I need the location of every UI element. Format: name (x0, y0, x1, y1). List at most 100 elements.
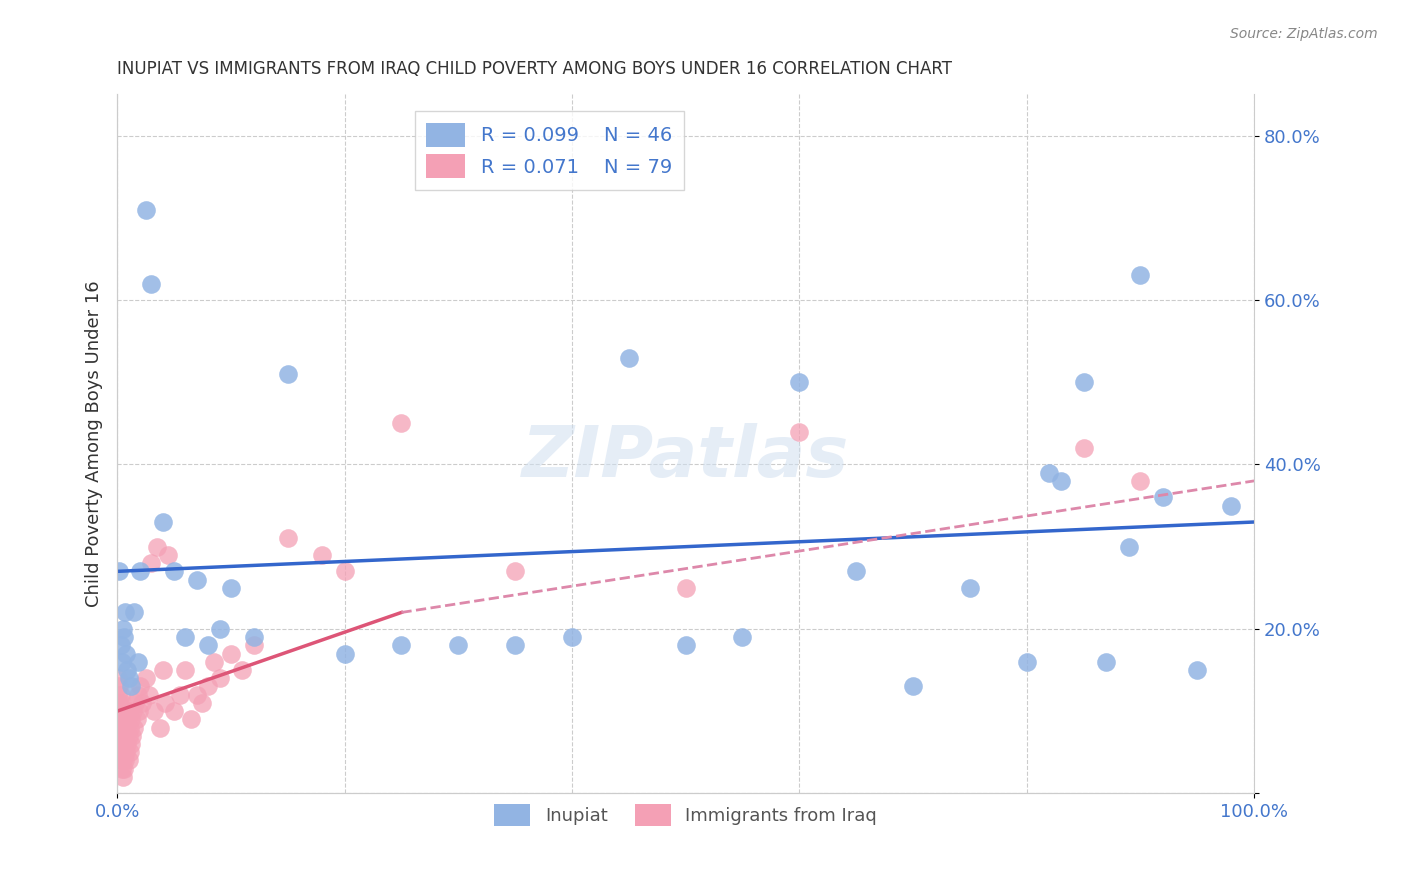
Point (157, 548, 180, 562)
Point (107, 671, 129, 685)
Point (202, 655, 225, 669)
Point (112, 762, 135, 776)
Point (108, 565, 131, 579)
Point (219, 647, 242, 661)
Point (124, 696, 146, 710)
Point (1129, 474, 1152, 488)
Point (129, 680, 152, 694)
Point (153, 696, 176, 710)
Point (110, 721, 132, 735)
Point (135, 671, 157, 685)
Point (1073, 441, 1095, 455)
Point (111, 737, 134, 751)
Point (242, 630, 264, 644)
Point (447, 638, 470, 652)
Point (152, 663, 174, 677)
Point (277, 532, 299, 546)
Point (391, 417, 413, 431)
Point (503, 565, 526, 579)
Point (115, 721, 138, 735)
Point (1152, 491, 1174, 505)
Point (108, 712, 131, 726)
Point (122, 704, 145, 718)
Point (129, 565, 152, 579)
Point (197, 638, 219, 652)
Point (127, 688, 149, 702)
Point (120, 712, 142, 726)
Point (111, 712, 134, 726)
Point (122, 606, 145, 620)
Point (1187, 663, 1209, 677)
Point (115, 647, 138, 661)
Point (789, 425, 811, 439)
Point (845, 565, 868, 579)
Point (149, 721, 172, 735)
Point (141, 556, 163, 570)
Point (208, 671, 231, 685)
Point (1050, 474, 1073, 488)
Point (1095, 655, 1118, 669)
Point (117, 754, 139, 768)
Point (1220, 499, 1243, 513)
Point (111, 770, 134, 784)
Point (108, 680, 131, 694)
Point (111, 696, 134, 710)
Point (333, 647, 356, 661)
Point (231, 663, 253, 677)
Point (1073, 376, 1095, 390)
Y-axis label: Child Poverty Among Boys Under 16: Child Poverty Among Boys Under 16 (86, 281, 103, 607)
Point (115, 745, 138, 759)
Point (789, 376, 811, 390)
Point (112, 745, 135, 759)
Point (128, 704, 150, 718)
Point (120, 680, 142, 694)
Text: ZIPatlas: ZIPatlas (522, 424, 849, 492)
Point (242, 638, 264, 652)
Point (117, 712, 139, 726)
Point (111, 754, 134, 768)
Point (107, 688, 129, 702)
Point (163, 565, 186, 579)
Point (219, 581, 242, 595)
Point (110, 638, 132, 652)
Text: INUPIAT VS IMMIGRANTS FROM IRAQ CHILD POVERTY AMONG BOYS UNDER 16 CORRELATION CH: INUPIAT VS IMMIGRANTS FROM IRAQ CHILD PO… (117, 60, 952, 78)
Legend: Inupiat, Immigrants from Iraq: Inupiat, Immigrants from Iraq (486, 797, 884, 833)
Point (186, 573, 208, 587)
Point (111, 721, 134, 735)
Point (174, 630, 197, 644)
Point (138, 688, 160, 702)
Point (1015, 655, 1038, 669)
Point (146, 540, 169, 554)
Point (141, 277, 163, 291)
Point (111, 622, 134, 636)
Point (108, 745, 131, 759)
Point (117, 663, 139, 677)
Point (110, 704, 132, 718)
Point (117, 729, 139, 743)
Point (108, 696, 131, 710)
Point (959, 581, 981, 595)
Point (127, 655, 149, 669)
Point (731, 630, 754, 644)
Point (120, 737, 142, 751)
Point (117, 704, 139, 718)
Point (675, 581, 697, 595)
Point (901, 680, 924, 694)
Point (107, 729, 129, 743)
Point (111, 762, 134, 776)
Point (503, 638, 526, 652)
Point (112, 630, 135, 644)
Point (1118, 540, 1140, 554)
Point (107, 704, 129, 718)
Point (107, 721, 129, 735)
Point (118, 721, 141, 735)
Point (152, 515, 174, 529)
Point (391, 638, 413, 652)
Point (191, 696, 214, 710)
Point (197, 680, 219, 694)
Point (180, 712, 202, 726)
Point (117, 737, 139, 751)
Point (135, 202, 157, 217)
Point (118, 745, 141, 759)
Point (111, 655, 134, 669)
